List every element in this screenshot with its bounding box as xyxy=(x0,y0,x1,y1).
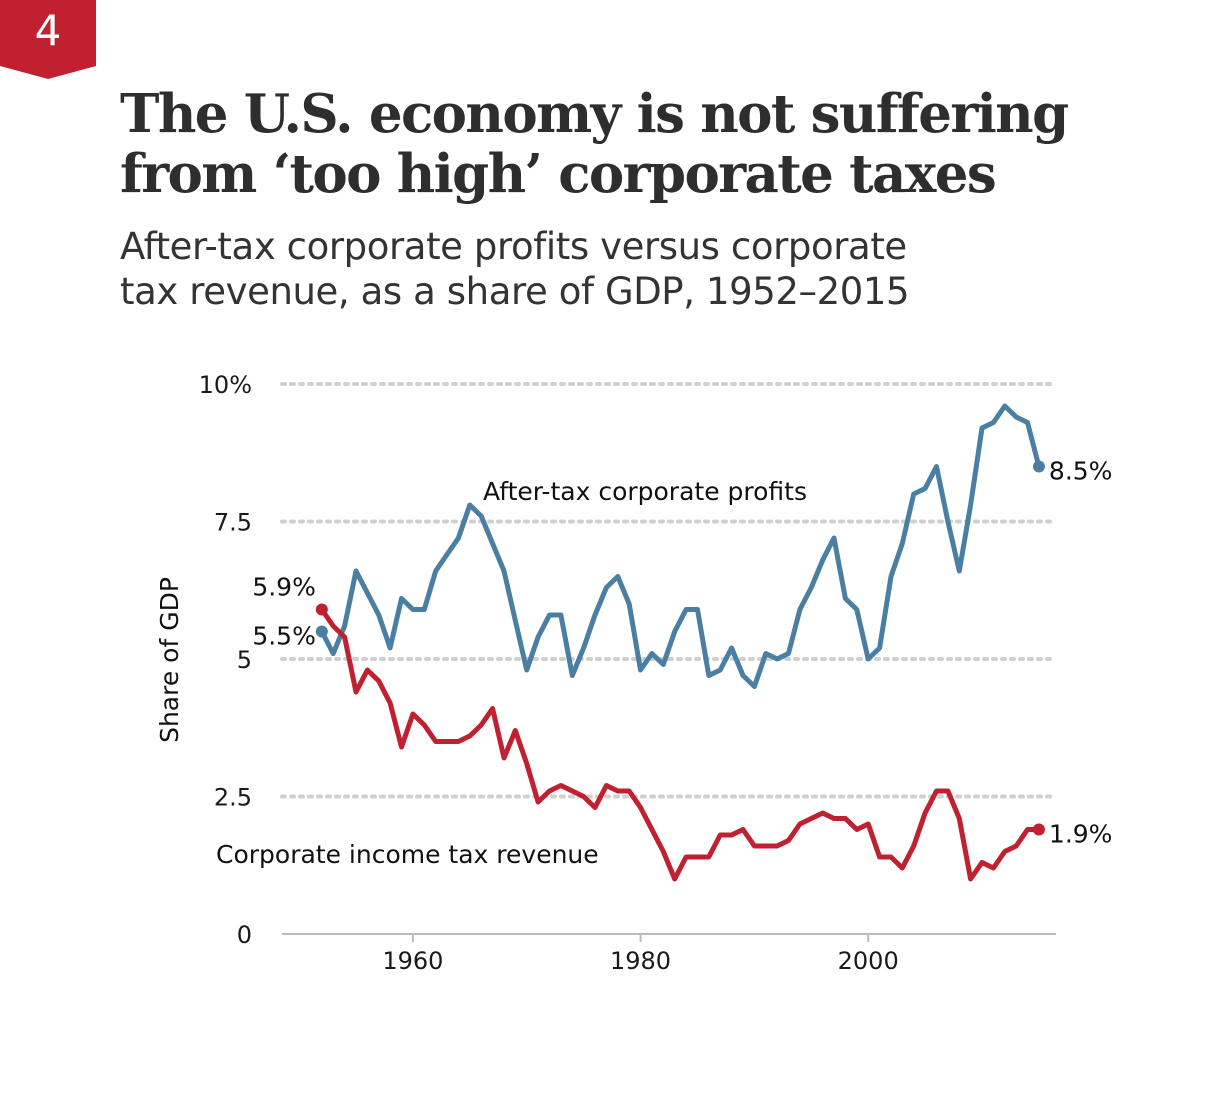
end-dot-revenue xyxy=(1032,823,1045,836)
badge-number: 4 xyxy=(34,6,62,55)
end-value-label-revenue: 1.9% xyxy=(1049,820,1113,849)
title-line-2: from ‘too high’ corporate taxes xyxy=(120,143,997,205)
x-tick-label: 1980 xyxy=(610,947,671,975)
start-value-label-revenue: 5.9% xyxy=(252,573,316,602)
y-tick-label: 10% xyxy=(199,371,252,399)
series-lines xyxy=(315,403,1045,882)
series-line-profits xyxy=(319,403,1042,689)
chart-subtitle: After-tax corporate profits versus corpo… xyxy=(120,224,1180,314)
y-tick-label: 7.5 xyxy=(214,509,252,537)
x-tick-label: 1960 xyxy=(382,947,443,975)
chart-labels: 5.9% 5.5% 8.5% 1.9% After-tax corporate prof… xyxy=(216,457,1112,870)
subtitle-line-2: tax revenue, as a share of GDP, 1952–201… xyxy=(120,270,910,313)
series-name-revenue: Corporate income tax revenue xyxy=(216,840,599,869)
start-dot-profits xyxy=(315,625,328,638)
page-title: The U.S. economy is not suffering from ‘… xyxy=(120,84,1180,204)
series-line-revenue xyxy=(319,607,1042,882)
start-dot-revenue xyxy=(315,603,328,616)
y-tick-label: 0 xyxy=(237,921,252,949)
end-value-label-profits: 8.5% xyxy=(1049,457,1113,486)
y-tick-label: 2.5 xyxy=(214,784,252,812)
y-axis-title: Share of GDP xyxy=(155,577,184,743)
series-name-profits: After-tax corporate profits xyxy=(483,477,807,506)
start-value-label-profits: 5.5% xyxy=(252,622,316,651)
badge-shape xyxy=(0,0,96,79)
chart-number-badge: 4 xyxy=(0,0,96,80)
axes: 10% 7.5 5 2.5 0 1960 1980 2000 Share of GDP xyxy=(155,371,1056,975)
end-dot-profits xyxy=(1032,460,1045,473)
gridlines xyxy=(280,382,1058,799)
y-tick-label: 5 xyxy=(237,646,252,674)
title-line-1: The U.S. economy is not suffering xyxy=(120,83,1069,145)
subtitle-line-1: After-tax corporate profits versus corpo… xyxy=(120,225,907,268)
x-tick-label: 2000 xyxy=(838,947,899,975)
